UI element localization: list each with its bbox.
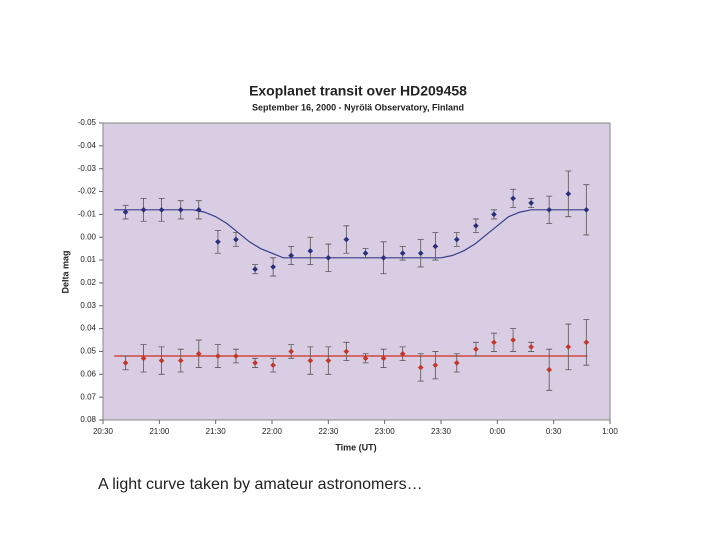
- data-point: [288, 252, 294, 259]
- x-tick-label: 21:30: [206, 427, 227, 436]
- data-point: [233, 236, 239, 243]
- chart-subtitle: September 16, 2000 - Nyrölä Observatory,…: [252, 102, 464, 112]
- data-point: [546, 206, 552, 213]
- y-tick-label: 0.07: [80, 392, 96, 401]
- data-point: [307, 357, 314, 364]
- data-point: [177, 206, 184, 213]
- y-tick-label: 0.02: [80, 278, 96, 287]
- data-point: [528, 344, 534, 350]
- data-point: [473, 222, 479, 229]
- data-point: [122, 360, 129, 366]
- x-tick-label: 22:30: [318, 427, 339, 436]
- data-point: [417, 364, 424, 371]
- x-tick-label: 22:00: [262, 427, 283, 436]
- data-point: [510, 195, 516, 202]
- data-point: [195, 206, 202, 213]
- data-point: [583, 339, 590, 346]
- data-point: [288, 348, 294, 355]
- data-point: [252, 266, 258, 273]
- data-point: [399, 350, 406, 357]
- y-tick-label: 0.05: [80, 347, 96, 356]
- y-tick-label: 0.01: [80, 255, 96, 264]
- data-point: [528, 200, 534, 206]
- x-tick-label: 1:00: [602, 427, 618, 436]
- data-point: [343, 348, 350, 355]
- data-point: [380, 355, 387, 362]
- data-point: [491, 339, 497, 346]
- x-tick-label: 23:30: [431, 427, 452, 436]
- y-tick-label: -0.01: [78, 209, 97, 218]
- data-point: [362, 250, 369, 257]
- data-point: [140, 206, 147, 213]
- data-point: [215, 238, 221, 245]
- y-tick-label: -0.04: [78, 141, 97, 150]
- data-point: [307, 248, 314, 254]
- data-point: [399, 250, 406, 257]
- data-point: [473, 346, 479, 353]
- data-point: [583, 206, 590, 213]
- data-point: [325, 357, 332, 364]
- data-point: [432, 243, 439, 250]
- x-tick-label: 20:30: [93, 427, 114, 436]
- data-point: [453, 360, 460, 366]
- data-point: [270, 362, 276, 368]
- data-point: [417, 250, 424, 257]
- data-point: [158, 357, 165, 364]
- x-tick-label: 0:30: [546, 427, 562, 436]
- y-tick-label: 0.06: [80, 369, 96, 378]
- caption: A light curve taken by amateur astronome…: [98, 476, 423, 493]
- y-tick-label: 0.00: [80, 232, 96, 241]
- chart-title: Exoplanet transit over HD209458: [249, 83, 467, 99]
- y-tick-label: 0.08: [80, 415, 96, 424]
- data-point: [453, 236, 460, 243]
- data-point: [491, 211, 497, 218]
- y-tick-label: -0.03: [78, 164, 97, 173]
- data-point: [362, 355, 369, 362]
- data-point: [122, 209, 129, 215]
- data-point: [270, 264, 276, 270]
- y-axis-title: Delta mag: [60, 250, 70, 293]
- data-point: [565, 344, 572, 350]
- y-tick-label: 0.04: [80, 324, 96, 333]
- y-tick-label: -0.02: [78, 187, 97, 196]
- data-point: [252, 360, 258, 366]
- data-point: [546, 366, 552, 373]
- x-tick-label: 0:00: [490, 427, 506, 436]
- data-point: [177, 357, 184, 364]
- data-point: [195, 350, 202, 357]
- x-tick-label: 21:00: [149, 427, 170, 436]
- data-point: [510, 337, 516, 343]
- data-point: [158, 206, 165, 213]
- data-point: [565, 190, 572, 197]
- data-point: [215, 353, 221, 359]
- fit-line: [114, 209, 588, 259]
- plot-area: [102, 122, 611, 421]
- data-point: [140, 355, 147, 362]
- y-tick-label: -0.05: [78, 118, 97, 127]
- data-point: [233, 353, 239, 359]
- x-axis-title: Time (UT): [335, 442, 376, 452]
- data-point: [343, 236, 350, 243]
- x-tick-label: 23:00: [375, 427, 396, 436]
- data-point: [432, 362, 439, 368]
- y-tick-label: 0.03: [80, 301, 96, 310]
